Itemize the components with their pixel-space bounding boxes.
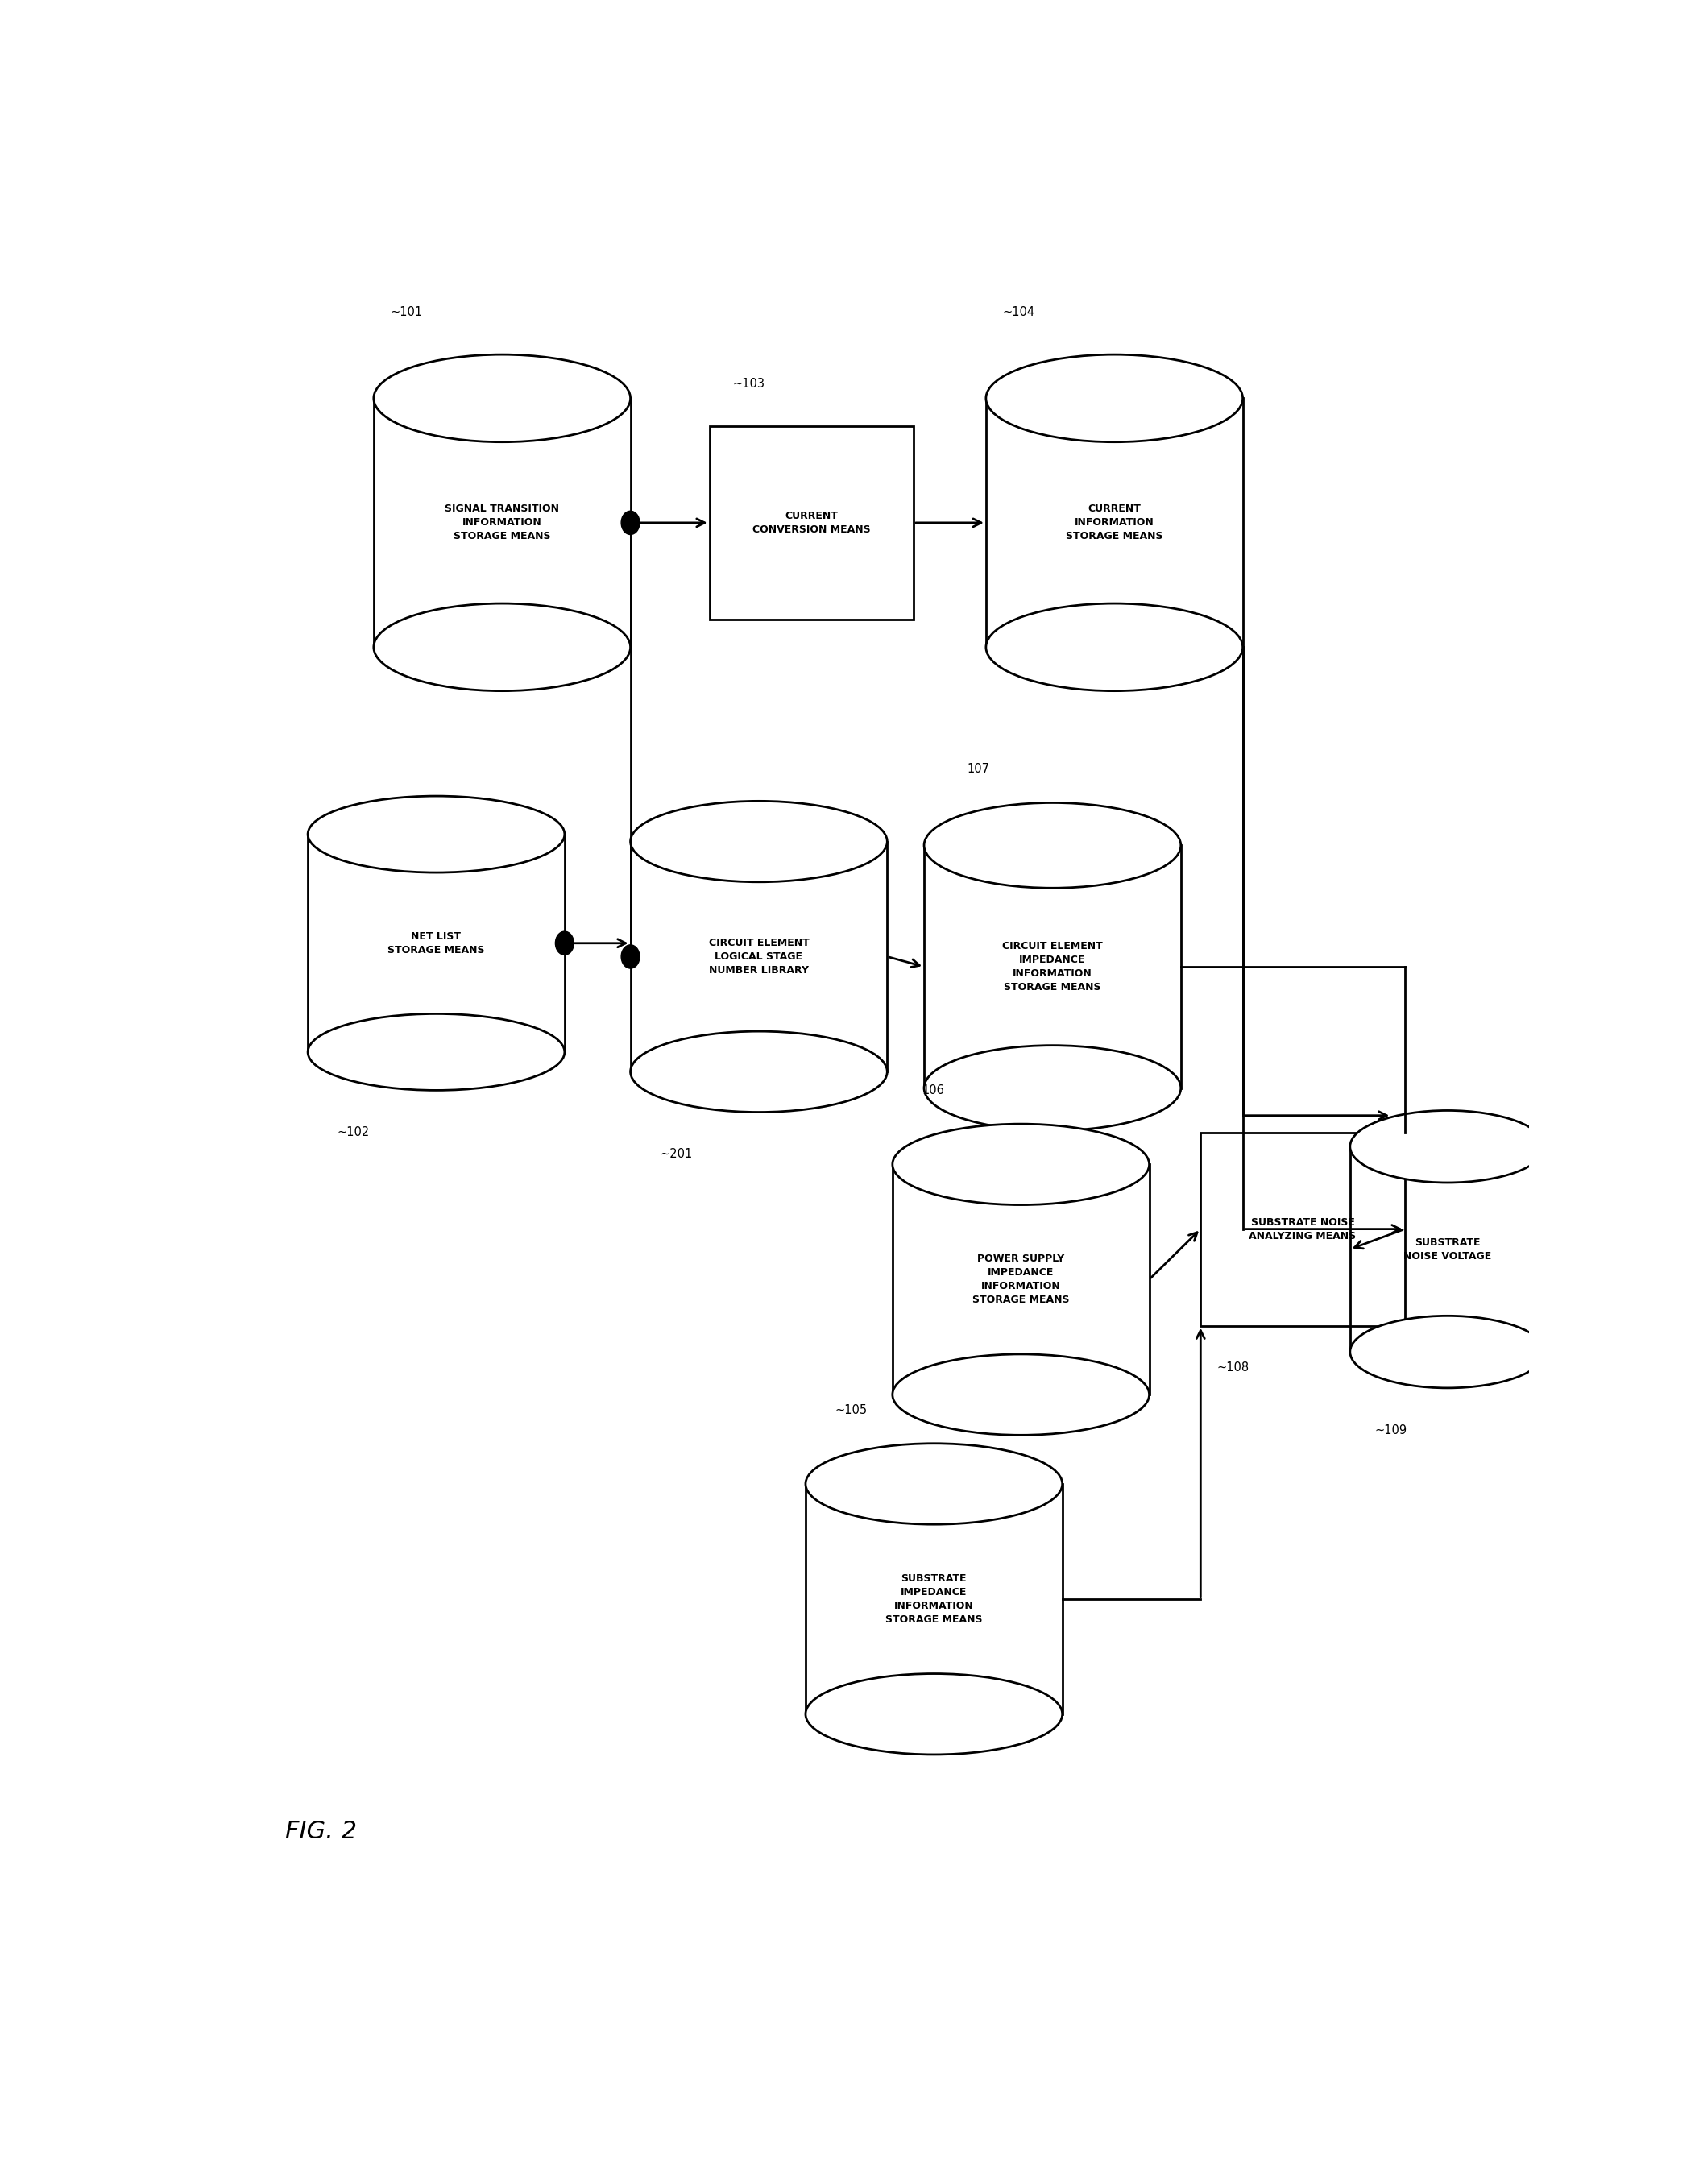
Bar <box>374 397 630 646</box>
Circle shape <box>622 511 639 535</box>
Text: SUBSTRATE
IMPEDANCE
INFORMATION
STORAGE MEANS: SUBSTRATE IMPEDANCE INFORMATION STORAGE … <box>885 1572 982 1625</box>
Ellipse shape <box>308 1013 564 1090</box>
Text: ~104: ~104 <box>1002 306 1035 319</box>
Bar <box>924 845 1181 1088</box>
Bar <box>985 397 1242 646</box>
Text: ~105: ~105 <box>836 1404 868 1415</box>
Ellipse shape <box>630 802 887 882</box>
Ellipse shape <box>308 795 564 874</box>
Bar <box>1201 1131 1405 1326</box>
Circle shape <box>622 946 639 968</box>
Ellipse shape <box>924 1046 1181 1131</box>
Text: CURRENT
CONVERSION MEANS: CURRENT CONVERSION MEANS <box>753 511 870 535</box>
Text: SUBSTRATE NOISE
ANALYZING MEANS: SUBSTRATE NOISE ANALYZING MEANS <box>1249 1216 1356 1241</box>
Ellipse shape <box>892 1354 1149 1435</box>
Ellipse shape <box>1351 1109 1544 1182</box>
Text: CURRENT
INFORMATION
STORAGE MEANS: CURRENT INFORMATION STORAGE MEANS <box>1065 505 1162 542</box>
Bar <box>630 841 887 1072</box>
Ellipse shape <box>805 1444 1062 1524</box>
Ellipse shape <box>892 1125 1149 1206</box>
Text: 106: 106 <box>923 1083 945 1096</box>
Bar <box>892 1164 1149 1396</box>
Text: 107: 107 <box>967 762 989 775</box>
Text: SIGNAL TRANSITION
INFORMATION
STORAGE MEANS: SIGNAL TRANSITION INFORMATION STORAGE ME… <box>445 505 559 542</box>
Ellipse shape <box>924 804 1181 889</box>
Text: FIG. 2: FIG. 2 <box>285 1819 357 1843</box>
Ellipse shape <box>985 354 1242 441</box>
Ellipse shape <box>630 1031 887 1112</box>
Text: NET LIST
STORAGE MEANS: NET LIST STORAGE MEANS <box>387 930 484 954</box>
Ellipse shape <box>374 354 630 441</box>
Text: ~102: ~102 <box>338 1127 370 1138</box>
Bar <box>805 1483 1062 1714</box>
Text: ~103: ~103 <box>732 378 765 391</box>
Ellipse shape <box>1351 1315 1544 1389</box>
Text: CIRCUIT ELEMENT
IMPEDANCE
INFORMATION
STORAGE MEANS: CIRCUIT ELEMENT IMPEDANCE INFORMATION ST… <box>1002 941 1103 992</box>
Bar <box>308 834 564 1053</box>
Circle shape <box>556 930 574 954</box>
Text: POWER SUPPLY
IMPEDANCE
INFORMATION
STORAGE MEANS: POWER SUPPLY IMPEDANCE INFORMATION STORA… <box>972 1254 1069 1306</box>
Bar <box>710 426 914 620</box>
Text: SUBSTRATE
NOISE VOLTAGE: SUBSTRATE NOISE VOLTAGE <box>1403 1236 1492 1262</box>
Text: ~108: ~108 <box>1216 1363 1249 1374</box>
Bar <box>1351 1147 1544 1352</box>
Text: ~109: ~109 <box>1374 1424 1407 1437</box>
Text: ~101: ~101 <box>391 306 423 319</box>
Ellipse shape <box>805 1673 1062 1754</box>
Ellipse shape <box>374 603 630 690</box>
Text: CIRCUIT ELEMENT
LOGICAL STAGE
NUMBER LIBRARY: CIRCUIT ELEMENT LOGICAL STAGE NUMBER LIB… <box>708 937 809 976</box>
Ellipse shape <box>985 603 1242 690</box>
Text: ~201: ~201 <box>659 1149 693 1160</box>
